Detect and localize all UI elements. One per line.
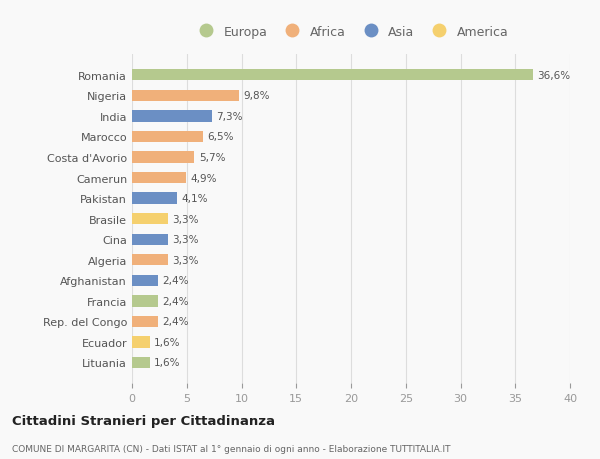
Bar (132, 90, 239, 102)
Text: 4,9%: 4,9% (190, 173, 217, 183)
Text: COMUNE DI MARGARITA (CN) - Dati ISTAT al 1° gennaio di ogni anno - Elaborazione : COMUNE DI MARGARITA (CN) - Dati ISTAT al… (12, 444, 451, 453)
Bar (132, 316, 158, 327)
Text: 36,6%: 36,6% (537, 71, 570, 81)
Bar (132, 173, 185, 184)
Text: 6,5%: 6,5% (208, 132, 234, 142)
Bar (132, 152, 194, 163)
Text: 1,6%: 1,6% (154, 337, 181, 347)
Text: 3,3%: 3,3% (173, 214, 199, 224)
Text: 2,4%: 2,4% (163, 317, 189, 327)
Text: 5,7%: 5,7% (199, 153, 225, 162)
Bar (132, 275, 158, 286)
Text: 2,4%: 2,4% (163, 276, 189, 285)
Bar (132, 336, 149, 348)
Legend: Europa, Africa, Asia, America: Europa, Africa, Asia, America (190, 22, 512, 42)
Text: 4,1%: 4,1% (181, 194, 208, 204)
Text: 9,8%: 9,8% (244, 91, 270, 101)
Bar (132, 255, 168, 266)
Text: 1,6%: 1,6% (154, 358, 181, 368)
Text: 3,3%: 3,3% (173, 235, 199, 245)
Bar (132, 70, 533, 81)
Bar (132, 193, 177, 204)
Bar (132, 234, 168, 245)
Bar (132, 213, 168, 225)
Text: 7,3%: 7,3% (217, 112, 243, 122)
Bar (132, 111, 212, 122)
Bar (132, 357, 149, 368)
Text: 2,4%: 2,4% (163, 296, 189, 306)
Text: Cittadini Stranieri per Cittadinanza: Cittadini Stranieri per Cittadinanza (12, 414, 275, 428)
Text: 3,3%: 3,3% (173, 255, 199, 265)
Bar (132, 132, 203, 143)
Bar (132, 296, 158, 307)
